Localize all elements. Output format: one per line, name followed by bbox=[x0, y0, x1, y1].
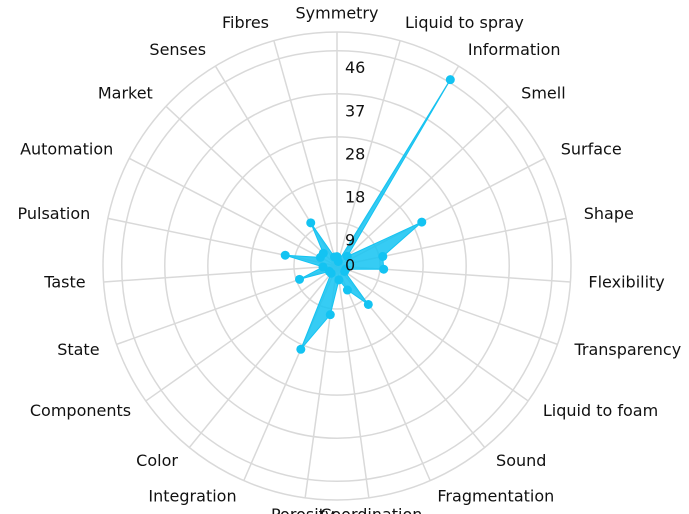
radar-point bbox=[318, 262, 328, 272]
radar-point bbox=[295, 274, 305, 284]
spoke bbox=[188, 265, 338, 448]
spoke bbox=[336, 40, 401, 267]
category-label: Market bbox=[98, 83, 153, 102]
radar-point bbox=[363, 299, 373, 309]
spoke bbox=[165, 105, 338, 267]
category-label: Automation bbox=[20, 140, 113, 159]
category-label: Surface bbox=[561, 140, 622, 159]
category-label: Coordination bbox=[320, 505, 422, 514]
spoke bbox=[145, 265, 338, 402]
radar-point bbox=[280, 250, 290, 260]
category-label: Information bbox=[468, 40, 561, 59]
category-label: Fragmentation bbox=[437, 487, 554, 506]
category-label: Senses bbox=[149, 40, 206, 59]
spoke bbox=[336, 265, 431, 481]
category-label: Pulsation bbox=[18, 204, 91, 223]
spoke bbox=[128, 157, 338, 267]
spoke bbox=[273, 40, 338, 267]
category-label: Liquid to foam bbox=[543, 401, 658, 420]
spoke bbox=[336, 265, 529, 402]
r-tick-label: 46 bbox=[345, 58, 365, 77]
spoke bbox=[336, 265, 370, 498]
category-label: Color bbox=[136, 451, 178, 470]
category-label: Integration bbox=[148, 487, 236, 506]
radar-point bbox=[325, 310, 335, 320]
spoke bbox=[103, 265, 338, 283]
r-tick-label: 18 bbox=[345, 187, 365, 206]
category-label: Fibres bbox=[222, 13, 269, 32]
radar-point bbox=[445, 75, 455, 85]
radar-point bbox=[342, 251, 352, 261]
radar-point bbox=[329, 252, 339, 262]
radar-point bbox=[379, 264, 389, 274]
radar-point bbox=[334, 275, 344, 285]
category-label: Porosity bbox=[271, 505, 334, 514]
category-label: Liquid to spray bbox=[405, 13, 524, 32]
radar-point bbox=[340, 266, 350, 276]
radar-point bbox=[318, 248, 328, 258]
r-tick-label: 9 bbox=[345, 230, 355, 249]
r-tick-label: 37 bbox=[345, 101, 365, 120]
category-label: Smell bbox=[521, 83, 565, 102]
r-tick-label: 28 bbox=[345, 144, 365, 163]
radar-point bbox=[342, 285, 352, 295]
category-label: Taste bbox=[43, 273, 85, 292]
category-label: Shape bbox=[584, 204, 634, 223]
spoke bbox=[336, 105, 509, 267]
category-label: Sound bbox=[496, 451, 546, 470]
r-tick-label: 0 bbox=[345, 256, 355, 275]
category-label: Symmetry bbox=[296, 4, 379, 23]
radar-point bbox=[378, 251, 388, 261]
radar-point bbox=[306, 218, 316, 228]
spoke bbox=[336, 265, 558, 346]
radar-point bbox=[417, 217, 427, 227]
radar-point bbox=[324, 266, 334, 276]
radar-point bbox=[296, 344, 306, 354]
category-label: State bbox=[57, 340, 99, 359]
category-label: Components bbox=[30, 401, 131, 420]
category-label: Flexibility bbox=[588, 273, 664, 292]
category-label: Transparency bbox=[573, 340, 681, 359]
